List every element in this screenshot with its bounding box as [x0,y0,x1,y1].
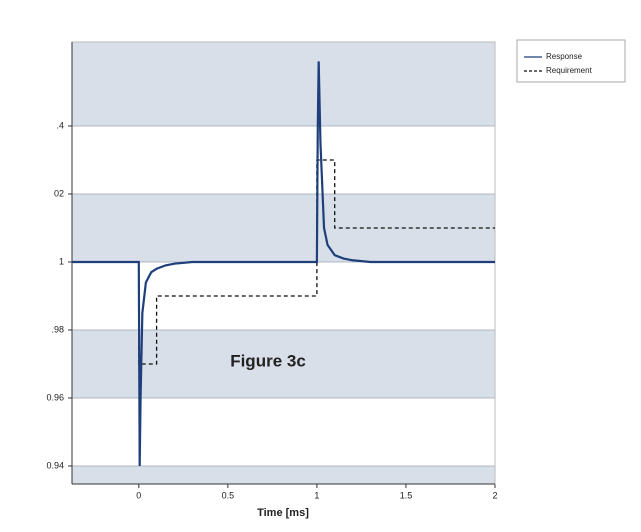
y-tick-label: .98 [51,324,64,334]
x-tick-label: 1.5 [400,490,413,500]
y-tick-label: 1 [59,256,64,266]
y-tick-label: .4 [56,120,64,130]
x-tick-label: 0.5 [222,490,235,500]
x-tick-label: 1 [314,490,319,500]
series-line [72,61,495,466]
x-tick-label: 2 [492,490,497,500]
y-tick-label: 0.94 [46,460,64,470]
series-line [138,159,495,365]
legend-label: Response [546,52,583,61]
grid-band [72,465,495,484]
annotation: Figure 3c [230,351,306,370]
grid-band [72,42,495,126]
y-tick-label: 02 [54,188,64,198]
x-axis-label: Time [ms] [257,507,309,519]
x-tick-label: 0 [136,490,141,500]
plot: 0.94 0.96 .98 1 02 .4 0 0.5 1 1.5 2 Response Require… [46,39,626,500]
legend-label: Requirement [546,66,593,75]
legend-box [516,39,626,83]
y-tick-label: 0.96 [46,392,64,402]
